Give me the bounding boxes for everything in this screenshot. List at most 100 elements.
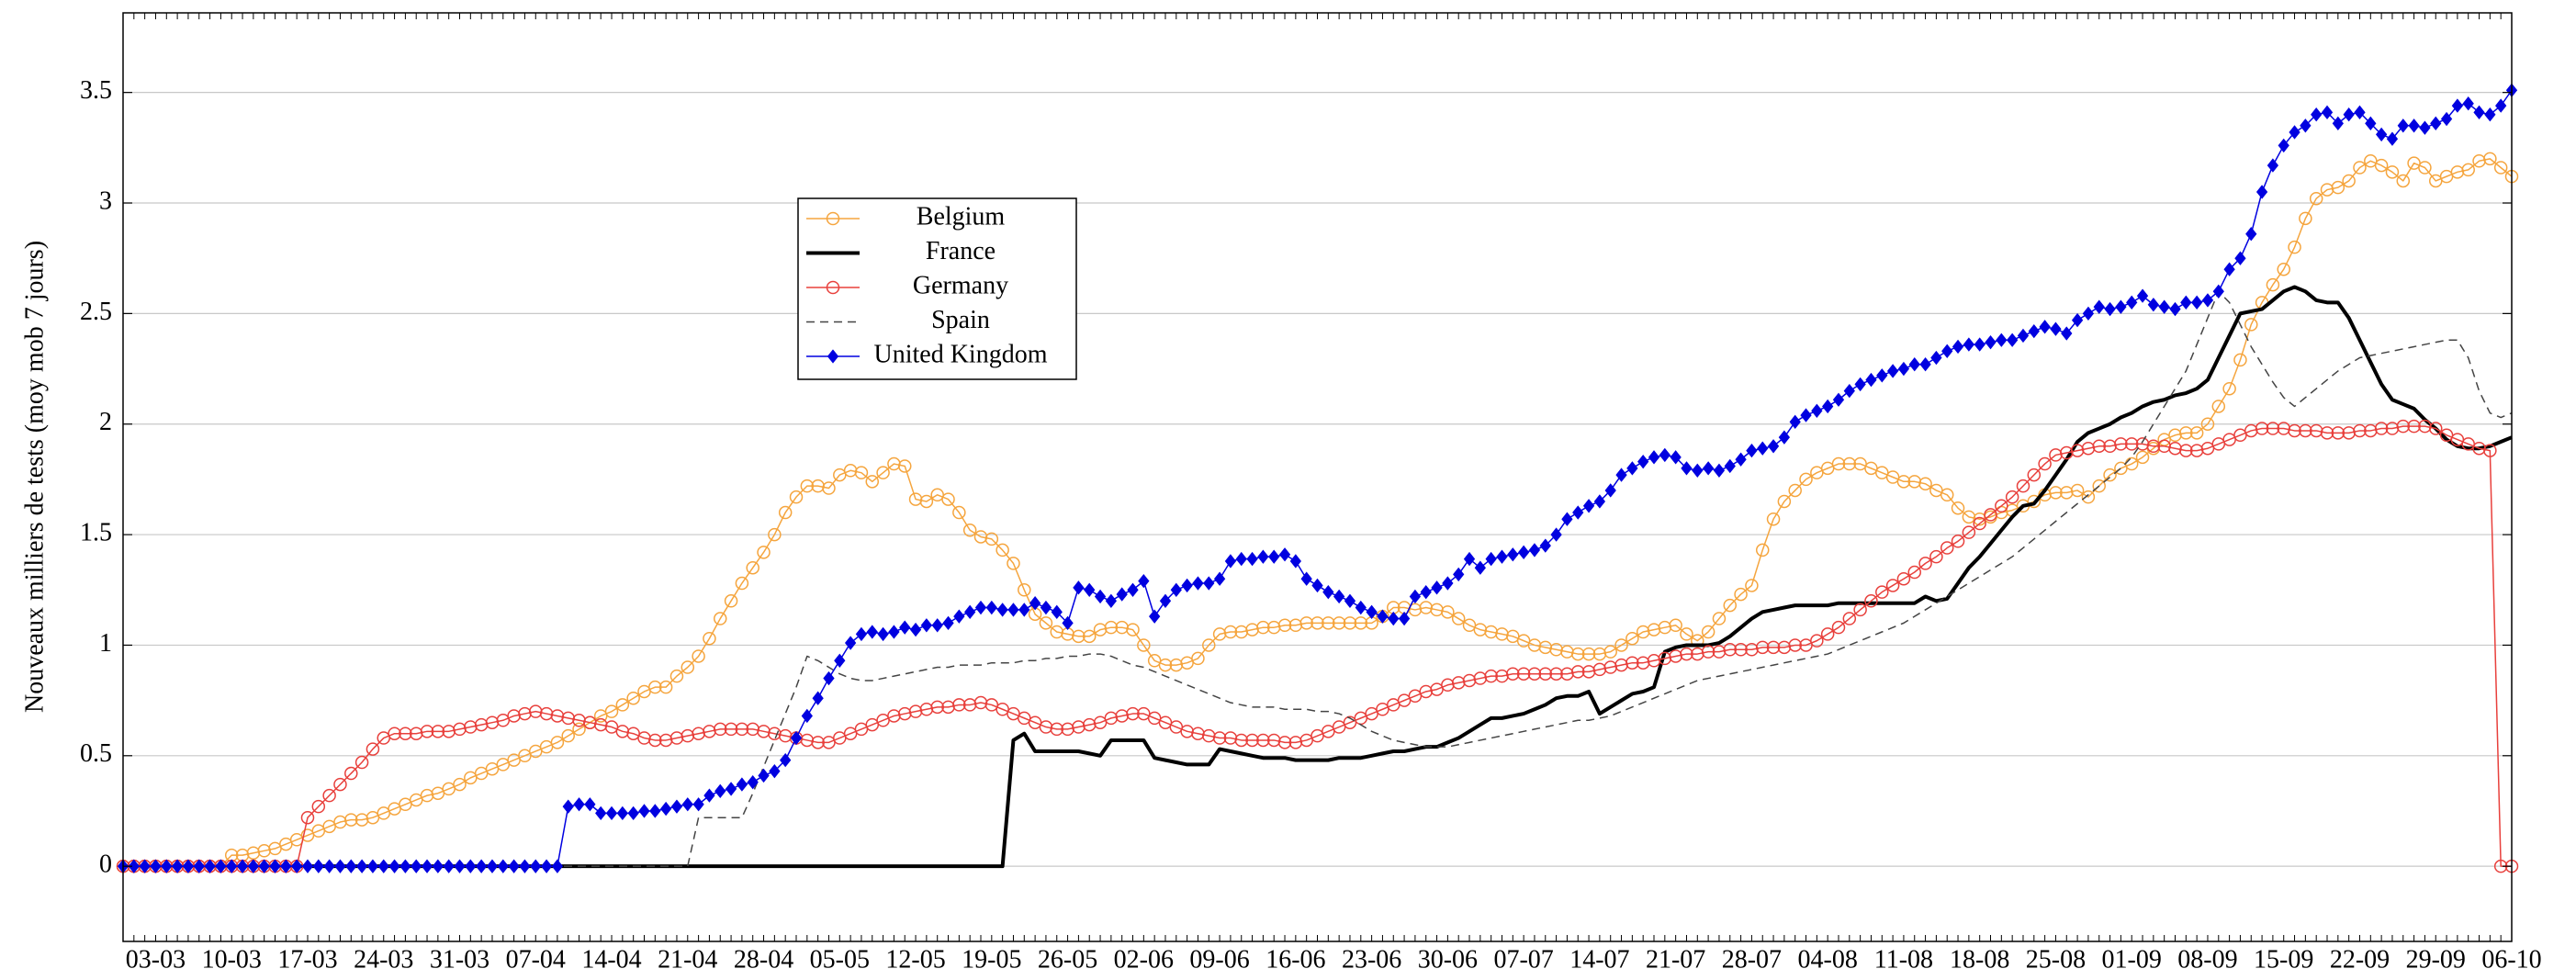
x-tick-label: 23-06 bbox=[1342, 945, 1401, 974]
marker bbox=[1940, 488, 1954, 502]
marker bbox=[1723, 643, 1738, 657]
x-tick-label: 08-09 bbox=[2177, 945, 2237, 974]
marker bbox=[1159, 593, 1172, 608]
marker bbox=[1300, 571, 1312, 586]
y-tick-label: 3 bbox=[99, 186, 112, 215]
legend-label: Belgium bbox=[917, 202, 1006, 231]
marker bbox=[2495, 98, 2507, 113]
x-tick-label: 16-06 bbox=[1266, 945, 1325, 974]
marker bbox=[1842, 612, 1857, 625]
x-tick-label: 15-09 bbox=[2254, 945, 2313, 974]
marker bbox=[626, 691, 640, 705]
marker bbox=[1082, 629, 1097, 644]
marker bbox=[2244, 318, 2258, 332]
marker bbox=[595, 805, 607, 821]
marker bbox=[1702, 461, 1715, 476]
marker bbox=[2169, 301, 2181, 317]
marker bbox=[648, 733, 662, 748]
marker bbox=[757, 546, 771, 559]
marker bbox=[1625, 656, 1639, 670]
marker bbox=[311, 799, 326, 814]
marker bbox=[1256, 733, 1270, 748]
marker bbox=[2211, 400, 2226, 413]
marker bbox=[769, 763, 781, 779]
marker bbox=[648, 680, 662, 694]
marker bbox=[411, 859, 422, 873]
marker bbox=[1907, 565, 1921, 580]
marker bbox=[605, 805, 618, 821]
marker bbox=[562, 799, 574, 814]
legend-label: France bbox=[926, 237, 996, 265]
marker bbox=[1985, 334, 1997, 350]
x-tick-label: 31-03 bbox=[430, 945, 489, 974]
marker bbox=[1811, 403, 1823, 418]
marker bbox=[1007, 603, 1019, 617]
marker bbox=[1073, 580, 1085, 595]
marker bbox=[692, 649, 705, 663]
marker bbox=[1669, 618, 1682, 633]
marker bbox=[334, 859, 346, 873]
marker bbox=[1875, 585, 1889, 599]
marker bbox=[1625, 631, 1639, 646]
marker bbox=[692, 797, 704, 812]
marker bbox=[1896, 475, 1911, 489]
marker bbox=[1224, 554, 1237, 569]
marker bbox=[1007, 557, 1020, 570]
marker bbox=[2343, 107, 2355, 122]
marker bbox=[1831, 456, 1846, 471]
marker bbox=[1138, 573, 1150, 589]
marker bbox=[2288, 423, 2301, 438]
marker bbox=[2071, 312, 2084, 328]
marker bbox=[1256, 620, 1270, 635]
marker bbox=[540, 859, 553, 873]
marker bbox=[2147, 298, 2159, 312]
marker bbox=[2179, 426, 2193, 440]
marker bbox=[344, 813, 358, 827]
marker bbox=[1778, 430, 1791, 445]
marker bbox=[1637, 454, 1649, 469]
marker bbox=[1431, 580, 1443, 595]
x-tick-label: 10-03 bbox=[202, 945, 262, 974]
marker bbox=[1528, 543, 1541, 558]
marker bbox=[1277, 736, 1292, 749]
marker bbox=[1550, 527, 1562, 542]
marker bbox=[931, 618, 943, 633]
marker bbox=[399, 859, 411, 873]
marker bbox=[1516, 667, 1531, 681]
marker bbox=[1517, 545, 1530, 560]
marker bbox=[1398, 611, 1411, 626]
marker bbox=[2234, 251, 2246, 265]
marker bbox=[823, 670, 835, 686]
x-tick-label: 12-05 bbox=[885, 945, 945, 974]
marker bbox=[355, 859, 368, 873]
marker bbox=[1865, 372, 1877, 388]
marker bbox=[930, 700, 944, 715]
marker bbox=[2342, 174, 2356, 188]
y-tick-label: 0.5 bbox=[80, 739, 112, 768]
marker bbox=[1441, 605, 1455, 619]
marker bbox=[1257, 549, 1269, 564]
marker bbox=[1213, 571, 1226, 586]
marker bbox=[2299, 211, 2312, 226]
marker bbox=[974, 600, 987, 615]
x-tick-label: 03-03 bbox=[126, 945, 186, 974]
marker bbox=[1538, 667, 1553, 681]
marker bbox=[377, 859, 389, 873]
marker bbox=[1570, 665, 1585, 679]
marker bbox=[1777, 494, 1792, 509]
marker bbox=[812, 691, 824, 705]
marker bbox=[789, 490, 804, 504]
marker bbox=[2070, 483, 2085, 498]
marker bbox=[344, 766, 358, 781]
marker bbox=[1116, 587, 1128, 602]
marker bbox=[399, 727, 412, 740]
marker bbox=[1018, 603, 1030, 617]
marker bbox=[2039, 320, 2051, 334]
marker bbox=[301, 859, 314, 873]
marker bbox=[226, 859, 238, 873]
marker bbox=[1310, 616, 1324, 630]
marker bbox=[1355, 600, 1367, 615]
marker bbox=[703, 788, 715, 803]
marker bbox=[780, 752, 792, 768]
marker bbox=[627, 805, 639, 821]
